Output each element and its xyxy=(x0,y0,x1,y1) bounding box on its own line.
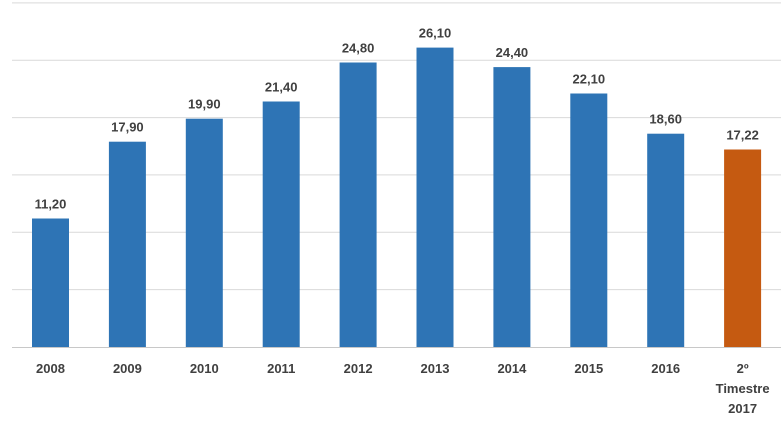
value-label: 17,22 xyxy=(726,128,759,143)
bar-2011 xyxy=(262,101,300,347)
bar-2º-timestre-2017 xyxy=(724,149,762,347)
value-label: 18,60 xyxy=(649,112,682,127)
x-tick-label: 2010 xyxy=(190,361,219,376)
value-label: 24,80 xyxy=(342,41,375,56)
value-label: 19,90 xyxy=(188,97,221,112)
bar-2013 xyxy=(416,47,454,347)
bar-2010 xyxy=(185,118,223,347)
x-tick-label: 2011 xyxy=(267,361,295,376)
x-tick-label: Timestre xyxy=(716,381,770,396)
value-label: 26,10 xyxy=(419,26,452,41)
value-label: 22,10 xyxy=(573,72,606,87)
value-labels-group: 11,20 17,90 19,90 21,40 24,80 26,10 24,40 22,10… xyxy=(35,26,759,212)
bar-2016 xyxy=(647,133,685,347)
x-tick-label: 2009 xyxy=(113,361,142,376)
x-tick-label: 2017 xyxy=(728,401,757,416)
value-label: 24,40 xyxy=(496,45,529,60)
x-tick-label: 2º xyxy=(737,361,749,376)
x-tick-label: 2016 xyxy=(651,361,680,376)
value-label: 17,90 xyxy=(111,120,144,135)
bars-group xyxy=(32,47,762,347)
bar-2012 xyxy=(339,62,377,347)
value-label: 21,40 xyxy=(265,80,298,95)
bar-2008 xyxy=(32,218,69,347)
bar-2014 xyxy=(493,67,531,347)
x-tick-label: 2012 xyxy=(344,361,373,376)
x-tick-label: 2008 xyxy=(36,361,65,376)
value-label: 11,20 xyxy=(35,197,67,212)
x-tick-label: 2015 xyxy=(574,361,603,376)
x-tick-label: 2013 xyxy=(421,361,450,376)
bar-2009 xyxy=(108,141,146,347)
x-tick-label: 2014 xyxy=(497,361,527,376)
x-tick-labels-group: 2008 2009 2010 2011 2012 2013 2014 2015 2016 2º Ti… xyxy=(36,361,770,416)
bar-2015 xyxy=(570,93,608,347)
